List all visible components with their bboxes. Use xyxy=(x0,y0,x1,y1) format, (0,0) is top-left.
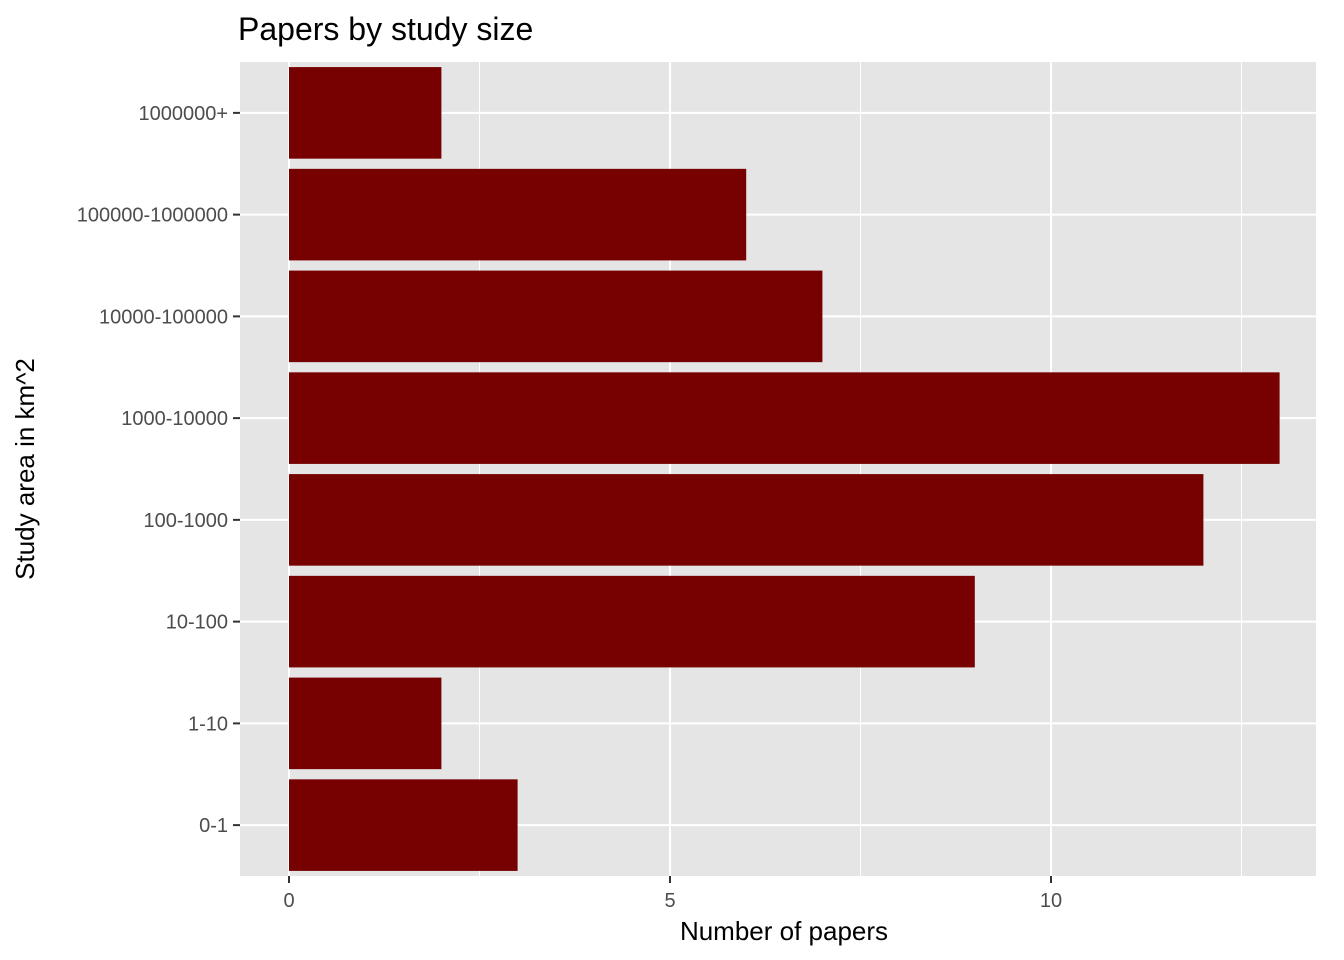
bar-100000-1000000 xyxy=(289,168,747,261)
y-axis: 0-1 1-10 10-100 100-1000 1000-10000 10000-100… xyxy=(77,103,240,837)
y-tick-label: 1000-10000 xyxy=(121,408,228,430)
y-tick-label: 1-10 xyxy=(188,713,228,735)
y-tick-label: 10-100 xyxy=(166,612,228,634)
x-axis-title: Number of papers xyxy=(680,916,888,946)
bar-10000-100000 xyxy=(289,270,823,363)
bar-0-1 xyxy=(289,779,518,871)
x-tick-label: 5 xyxy=(664,890,675,912)
y-tick-label: 1000000+ xyxy=(138,103,228,125)
x-tick-label: 10 xyxy=(1040,890,1062,912)
bar-1000-10000 xyxy=(289,372,1280,464)
chart-title: Papers by study size xyxy=(238,11,533,47)
y-tick-label: 10000-100000 xyxy=(99,306,228,328)
bar-1000000+ xyxy=(289,67,442,159)
bar-1-10 xyxy=(289,677,442,770)
y-axis-title: Study area in km^2 xyxy=(10,358,40,580)
y-tick-label: 100000-1000000 xyxy=(77,205,228,227)
y-tick-label: 0-1 xyxy=(199,815,228,837)
x-axis: 0 5 10 xyxy=(283,876,1062,912)
y-tick-label: 100-1000 xyxy=(143,510,228,532)
x-tick-label: 0 xyxy=(283,890,294,912)
bar-100-1000 xyxy=(289,474,1204,566)
bars-group xyxy=(289,67,1280,871)
bar-10-100 xyxy=(289,575,975,668)
